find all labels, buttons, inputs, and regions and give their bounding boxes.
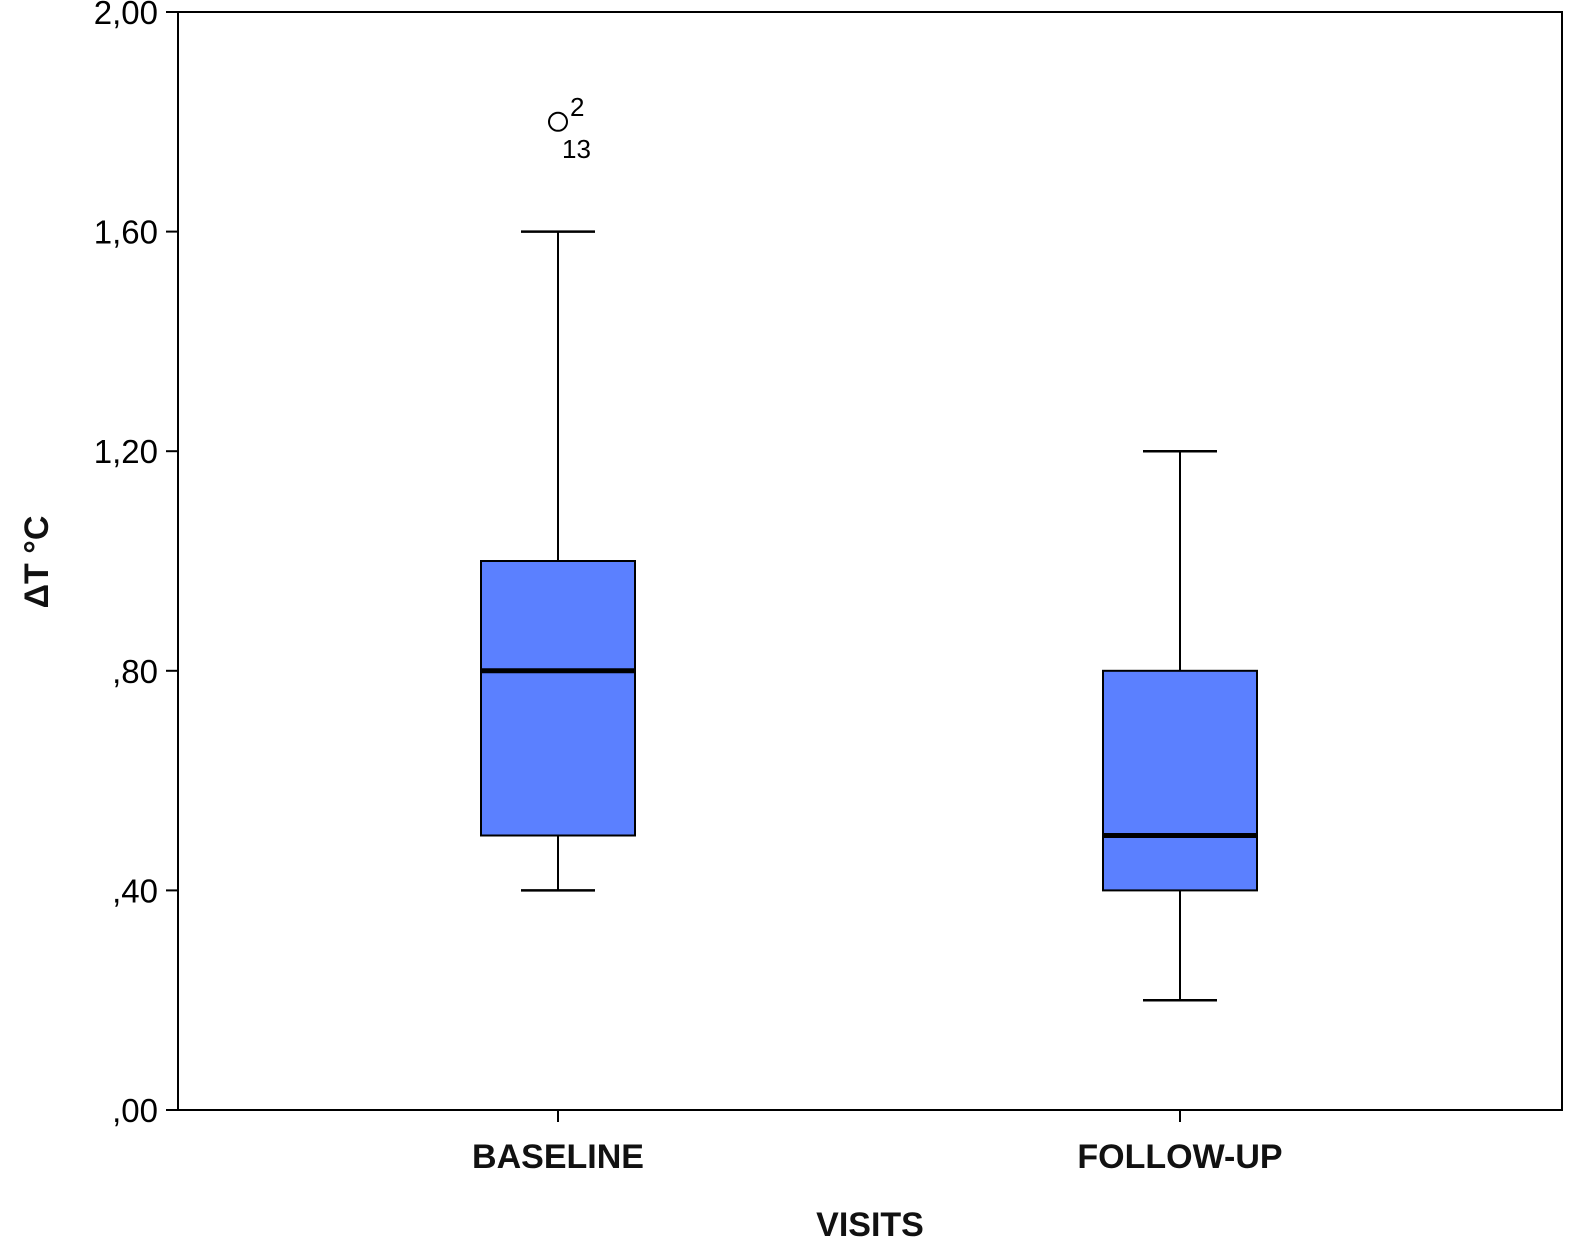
iqr-box bbox=[480, 560, 636, 837]
y-tick-label: ,40 bbox=[112, 872, 158, 909]
box-follow-up bbox=[1102, 449, 1258, 1002]
outlier-case-label: 13 bbox=[562, 134, 591, 164]
box-baseline: 213 bbox=[480, 92, 636, 892]
y-tick-label: ,80 bbox=[112, 653, 158, 690]
boxes: 213 bbox=[480, 92, 1258, 1002]
iqr-box bbox=[1102, 669, 1258, 892]
y-tick-label: 1,60 bbox=[94, 214, 158, 251]
y-tick-label: 1,20 bbox=[94, 433, 158, 470]
outlier-marker bbox=[548, 111, 568, 132]
plot-area bbox=[177, 11, 1563, 1111]
y-axis: ,00 ,40 ,80 1,20 1,60 2,00 bbox=[94, 0, 178, 1129]
y-axis-title: ΔT °C bbox=[18, 516, 56, 609]
x-tick-label: FOLLOW-UP bbox=[1077, 1138, 1282, 1176]
y-tick-label: 2,00 bbox=[94, 0, 158, 31]
x-axis: BASELINE FOLLOW-UP bbox=[472, 1110, 1283, 1176]
x-axis-title: VISITS bbox=[816, 1206, 924, 1244]
y-tick-label: ,00 bbox=[112, 1092, 158, 1129]
outlier-case-label: 2 bbox=[570, 92, 584, 122]
x-tick-label: BASELINE bbox=[472, 1138, 644, 1176]
